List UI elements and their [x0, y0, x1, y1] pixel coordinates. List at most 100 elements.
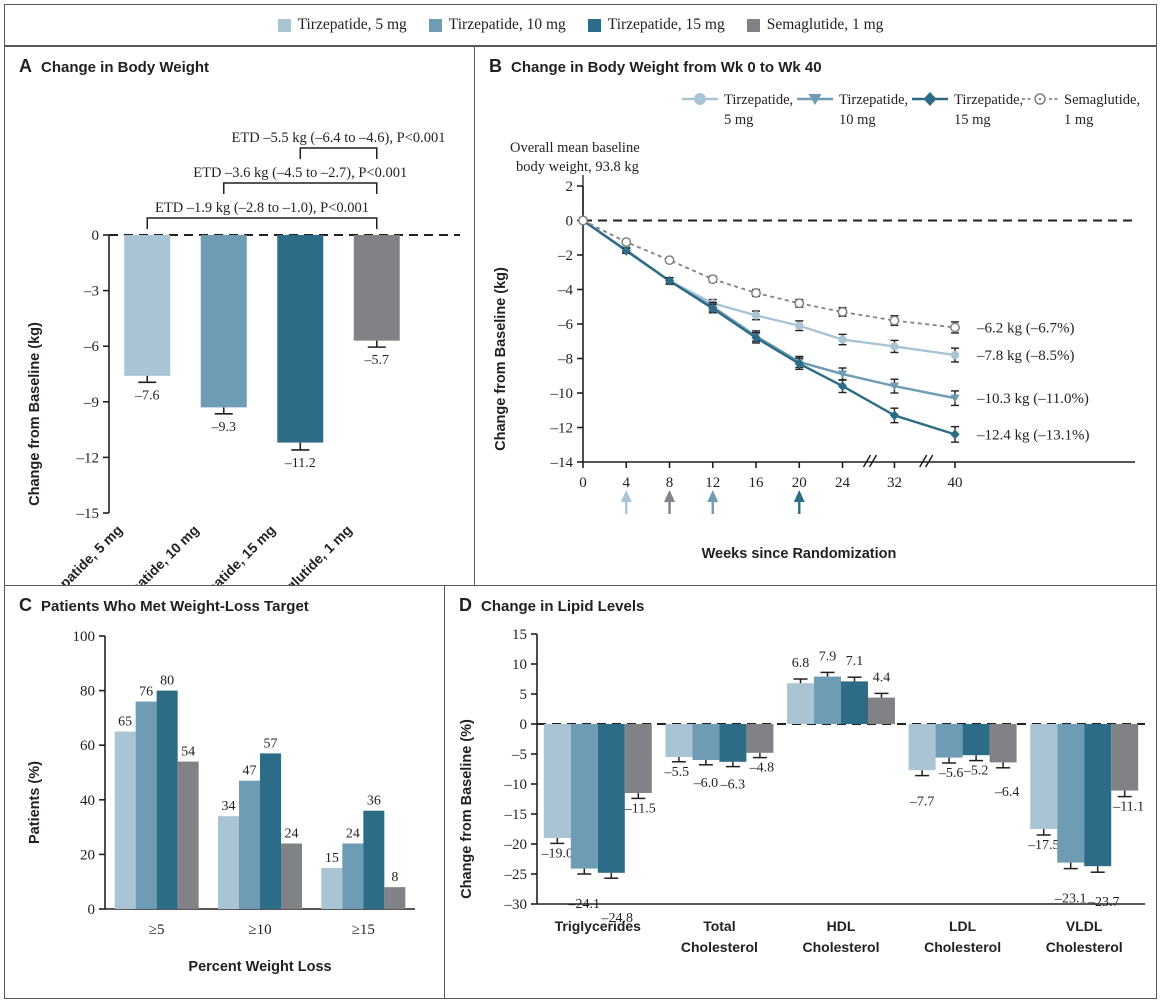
panel-c-value-label: 57 [264, 736, 278, 751]
panel-c-x-category-label: ≥10 [248, 922, 271, 938]
circle-marker-icon [838, 335, 847, 344]
panel-c-value-label: 54 [181, 745, 195, 760]
panel-a-y-tick-label: –6 [83, 339, 100, 355]
circle-marker-icon [890, 342, 899, 351]
panel-c-title: Patients Who Met Weight-Loss Target [41, 598, 309, 615]
panel-c-bar [218, 816, 239, 909]
panel-b-endpoint-label: –10.3 kg (–11.0%) [976, 391, 1089, 407]
panel-d-value-label: –6.0 [693, 776, 719, 791]
panel-a-title: Change in Body Weight [41, 59, 210, 76]
panel-d-x-category-label-2: Cholesterol [924, 939, 1001, 955]
panel-b-legend: Tirzepatide, 5 mg Tirzepatide, 10 mg Tirzepa… [682, 92, 1140, 128]
panel-d-bar [1057, 724, 1085, 863]
panel-d-y-tick-label: 15 [512, 627, 527, 643]
open-circle-dot-icon [1038, 97, 1042, 101]
panel-c-bar [321, 868, 343, 909]
panel-d-x-category-label: LDL [949, 918, 977, 934]
axis-break-icon [868, 454, 878, 468]
panel-d-bar [989, 724, 1017, 763]
panel-b-y-tick-label: –6 [557, 317, 574, 333]
panel-d-y-axis-label: Change from Baseline (%) [459, 719, 475, 899]
panel-b-y-axis-label: Change from Baseline (kg) [493, 267, 509, 451]
panel-b-series-line [582, 219, 956, 329]
diamond-marker-icon [708, 303, 718, 314]
panel-b-y-tick-label: 2 [566, 179, 574, 195]
panel-d-value-label: –23.1 [1054, 892, 1087, 907]
panel-a-letter: A [19, 56, 32, 76]
panel-a-bar [124, 235, 171, 376]
panel-b-legend-label-2: 5 mg [724, 112, 753, 128]
panel-a-x-category-label: Tirzepatide, 5 mg [33, 522, 125, 587]
panel-a-value-label: –7.6 [134, 388, 160, 403]
legend-item-semaglutide-1mg: Semaglutide, 1 mg [746, 16, 883, 34]
panel-a-y-tick-label: –12 [76, 450, 100, 466]
dose-escalation-arrow-head-icon [664, 490, 676, 502]
panel-b-legend-label: Tirzepatide, [839, 92, 908, 108]
open-circle-marker-icon [837, 306, 848, 317]
panel-d-value-label: 7.1 [846, 654, 864, 669]
panel-b-x-axis-label: Weeks since Randomization [702, 546, 897, 562]
panel-c-x-category-label: ≥5 [149, 922, 165, 938]
panel-b-y-tick-label: –8 [557, 352, 573, 368]
legend-swatch-tirzepatide-10mg [428, 18, 442, 32]
panel-c-y-tick-label: 0 [88, 902, 96, 918]
panel-c-y-tick-label: 100 [73, 629, 96, 645]
panel-b-x-tick-label: 12 [705, 475, 720, 491]
panel-b-x-tick-label: 32 [887, 475, 902, 491]
panel-d-x-category-label-2: Cholesterol [1046, 939, 1123, 955]
triangle-down-marker-icon [950, 394, 960, 403]
panel-b-legend-label: Tirzepatide, [954, 92, 1023, 108]
panel-d-value-label: –6.4 [994, 785, 1020, 800]
circle-marker-icon [694, 93, 706, 105]
panel-d-value-label: –5.2 [963, 764, 989, 779]
panel-d-bar [570, 724, 598, 869]
legend-label-tirzepatide-10mg: Tirzepatide, 10 mg [448, 16, 566, 33]
panel-a-bar [353, 235, 400, 341]
panel-c-bar [281, 843, 302, 909]
panel-a-etd-bracket [299, 147, 378, 159]
panel-d-y-tick-label: 0 [520, 717, 528, 733]
panel-d-value-label: –6.3 [720, 778, 746, 793]
panel-d-bar [746, 724, 774, 753]
panel-d-bar [814, 676, 841, 724]
panel-d-x-category-label: VLDL [1066, 918, 1103, 934]
panel-c-patients-who-met-weight-loss-target: C Patients Who Met Weight-Loss Target 10… [4, 585, 445, 999]
panel-b-chart: Tirzepatide, 5 mg Tirzepatide, 10 mg Tirzepa… [493, 92, 1140, 562]
panel-b-baseline-note-line1: Overall mean baseline [510, 140, 640, 156]
legend-swatch-semaglutide-1mg [746, 18, 760, 32]
panel-d-bar [868, 697, 895, 724]
panel-c-bar [177, 761, 199, 909]
panel-a-etd-bracket [146, 217, 378, 229]
panel-c-bar [260, 753, 281, 909]
panel-c-y-tick-label: 80 [80, 684, 95, 700]
panel-d-bar [597, 724, 625, 873]
panel-c-value-label: 76 [139, 685, 153, 700]
panel-d-y-tick-label: –10 [504, 777, 528, 793]
panel-d-value-label: –24.1 [568, 897, 601, 912]
panel-d-bar [665, 724, 693, 757]
panel-d-value-label: 7.9 [819, 649, 837, 664]
open-circle-marker-icon [664, 255, 675, 266]
legend-label-tirzepatide-5mg: Tirzepatide, 5 mg [297, 16, 407, 33]
panel-d-bar [841, 681, 868, 724]
panel-b-header: B Change in Body Weight from Wk 0 to Wk … [489, 56, 822, 77]
panel-b-y-tick-label: –4 [557, 283, 574, 299]
panel-a-y-tick-label: –3 [83, 284, 99, 300]
panel-d-bar [1111, 724, 1139, 791]
panel-d-bar [962, 724, 990, 756]
diamond-marker-icon [751, 332, 761, 343]
panel-c-value-label: 65 [118, 715, 132, 730]
panel-d-value-label: 6.8 [792, 656, 810, 671]
panel-b-x-tick-label: 40 [948, 475, 963, 491]
panel-d-y-tick-label: –20 [504, 837, 528, 853]
diamond-marker-icon [923, 92, 937, 106]
panel-d-x-category-label: Total [703, 918, 735, 934]
panel-d-bar [1084, 724, 1112, 867]
panel-c-y-tick-label: 60 [80, 738, 95, 754]
panel-d-bar [908, 724, 936, 771]
panel-d-bar [719, 724, 747, 762]
panel-d-y-tick-label: –15 [504, 807, 528, 823]
panel-b-y-tick-label: –12 [550, 421, 574, 437]
panel-c-value-label: 8 [391, 870, 398, 885]
panel-a-y-axis-label: Change from Baseline (kg) [27, 322, 43, 506]
